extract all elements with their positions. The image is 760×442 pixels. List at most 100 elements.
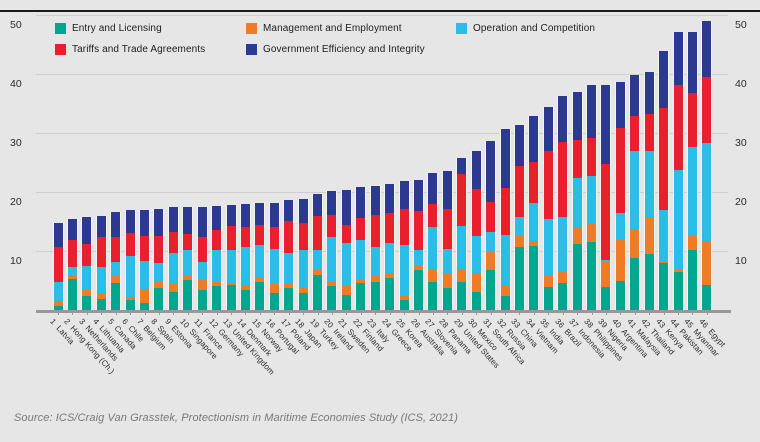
bar-segment	[500, 188, 510, 236]
bar-segment	[673, 269, 683, 272]
bar-segment	[601, 262, 611, 287]
bar-segment	[673, 32, 683, 85]
bar-segment	[630, 115, 640, 152]
bar-segment	[615, 281, 625, 310]
bar-segment	[269, 283, 279, 294]
x-tick	[245, 311, 247, 315]
bar-segment	[442, 288, 452, 310]
bar-slovenia	[427, 173, 439, 310]
x-tick	[144, 311, 146, 315]
x-tick	[519, 311, 521, 315]
gridline-30	[36, 133, 728, 134]
bar-segment	[428, 203, 438, 227]
bar-finland	[355, 186, 367, 310]
bar-segment	[673, 169, 683, 270]
bar-segment	[587, 242, 597, 310]
x-tick	[317, 311, 319, 315]
bar-segment	[414, 211, 423, 250]
bar-segment	[140, 261, 150, 289]
x-tick	[86, 311, 88, 315]
bar-segment	[183, 275, 193, 280]
legend-item-2: Management and Employment	[246, 22, 456, 34]
x-tick	[115, 311, 117, 315]
bar-russia	[499, 129, 511, 310]
bar-segment	[601, 259, 611, 263]
bar-pakistan	[672, 32, 684, 310]
y-axis-label-left-10: 10	[10, 255, 22, 267]
bar-korea	[398, 180, 410, 310]
bar-segment	[514, 217, 524, 236]
bar-segment	[327, 236, 337, 282]
bar-segment	[255, 281, 265, 310]
bar-segment	[226, 204, 236, 226]
bar-segment	[385, 273, 395, 279]
bar-segment	[644, 253, 654, 310]
legend-item-3: Operation and Competition	[456, 22, 695, 34]
x-tick	[259, 311, 261, 315]
bar-segment	[615, 240, 625, 282]
bar-segment	[442, 273, 452, 289]
bar-segment	[702, 76, 712, 144]
bar-segment	[168, 253, 178, 284]
bar-segment	[486, 232, 496, 253]
bar-segment	[327, 215, 337, 237]
bar-belgium	[139, 210, 151, 310]
bar-segment	[96, 215, 106, 237]
bar-malaysia	[629, 75, 641, 310]
bar-segment	[500, 129, 510, 189]
x-tick	[173, 311, 175, 315]
bar-segment	[197, 206, 207, 237]
bar-segment	[529, 161, 539, 204]
bar-segment	[356, 279, 366, 284]
bar-segment	[500, 296, 510, 310]
x-tick	[101, 311, 103, 315]
bar-vietnam	[528, 116, 540, 310]
bar-thailand	[643, 72, 655, 310]
bar-segment	[240, 285, 250, 290]
bar-segment	[644, 217, 654, 254]
bar-brazil	[557, 96, 569, 310]
bar-segment	[457, 268, 467, 282]
x-tick	[360, 311, 362, 315]
x-tick	[418, 311, 420, 315]
bar-segment	[659, 107, 669, 210]
bar-argentina	[614, 81, 626, 310]
bar-hong-kong-ch-	[66, 219, 78, 310]
bar-segment	[82, 289, 92, 297]
x-tick	[706, 311, 708, 315]
bar-segment	[385, 243, 395, 274]
bar-segment	[125, 296, 135, 300]
x-tick	[461, 311, 463, 315]
bar-segment	[428, 173, 438, 204]
bar-segment	[659, 50, 669, 108]
bar-segment	[529, 245, 539, 310]
legend-item-5: Government Efficiency and Integrity	[246, 43, 456, 55]
bar-segment	[615, 81, 625, 129]
x-tick	[158, 311, 160, 315]
x-tick	[476, 311, 478, 315]
bar-segment	[154, 236, 164, 264]
bar-segment	[67, 219, 77, 240]
bar-segment	[702, 240, 712, 286]
x-axis-baseline	[36, 310, 731, 313]
bar-segment	[327, 191, 337, 215]
bar-segment	[356, 217, 366, 240]
legend-item-label: Entry and Licensing	[72, 22, 162, 34]
bar-segment	[572, 91, 582, 141]
bar-segment	[500, 286, 510, 297]
bar-segment	[111, 275, 121, 284]
bar-segment	[154, 281, 164, 288]
bar-segment	[53, 305, 63, 310]
y-axis-label-left-40: 40	[10, 78, 22, 90]
bar-spain	[153, 208, 165, 310]
bar-australia	[413, 180, 424, 310]
bar-segment	[82, 244, 92, 267]
bar-segment	[514, 235, 524, 248]
bar-segment	[543, 219, 553, 276]
x-tick	[346, 311, 348, 315]
bar-segment	[687, 146, 697, 236]
y-axis-label-left-20: 20	[10, 196, 22, 208]
x-tick	[303, 311, 305, 315]
bar-segment	[572, 177, 582, 228]
bar-panama	[441, 170, 453, 310]
